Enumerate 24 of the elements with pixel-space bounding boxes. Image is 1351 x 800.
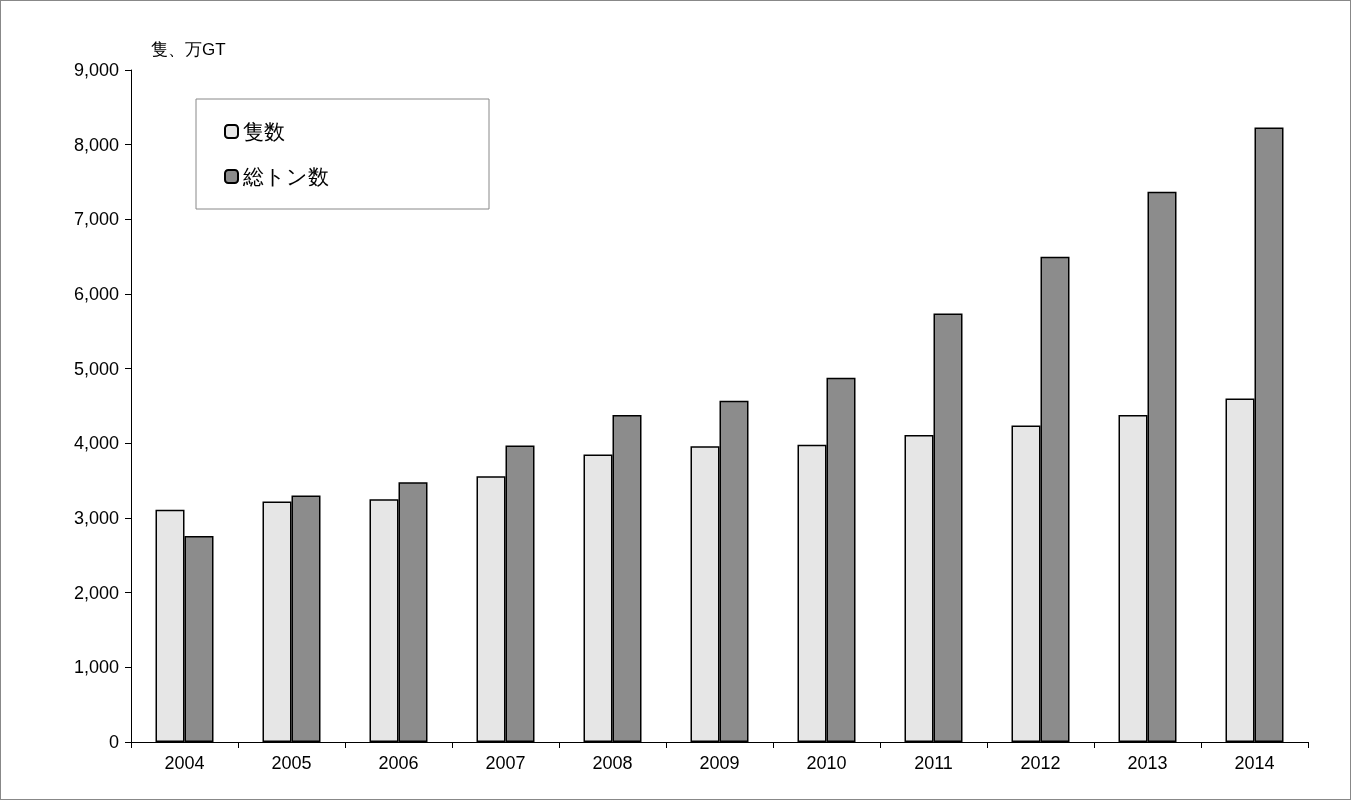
x-tick-label: 2005	[271, 753, 312, 773]
y-tick-label: 2,000	[73, 582, 119, 603]
x-tick-label: 2008	[592, 753, 633, 773]
x-tick-label: 2013	[1127, 753, 1168, 773]
legend-label: 隻数	[243, 120, 285, 143]
y-tick-label: 5,000	[73, 358, 119, 379]
x-tick-label: 2007	[485, 753, 526, 773]
legend-label: 総トン数	[242, 165, 329, 188]
y-tick-label: 9,000	[73, 60, 119, 80]
y-tick-label: 8,000	[73, 134, 119, 155]
x-tick-label: 2006	[378, 753, 419, 773]
y-tick-label: 4,000	[73, 433, 119, 454]
y-tick-label: 6,000	[73, 284, 119, 304]
y-axis-title: 隻、万GT	[151, 40, 226, 59]
x-tick-label: 2004	[164, 753, 205, 773]
y-tick-label: 7,000	[73, 209, 119, 230]
x-tick-label: 2012	[1020, 753, 1061, 773]
x-tick-label: 2014	[1234, 753, 1275, 773]
y-tick-label: 0	[108, 732, 119, 752]
y-tick-label: 3,000	[73, 508, 119, 528]
x-tick-label: 2010	[806, 753, 847, 773]
y-tick-label: 1,000	[73, 657, 119, 678]
x-tick-label: 2011	[914, 753, 953, 773]
x-tick-label: 2009	[699, 753, 740, 773]
